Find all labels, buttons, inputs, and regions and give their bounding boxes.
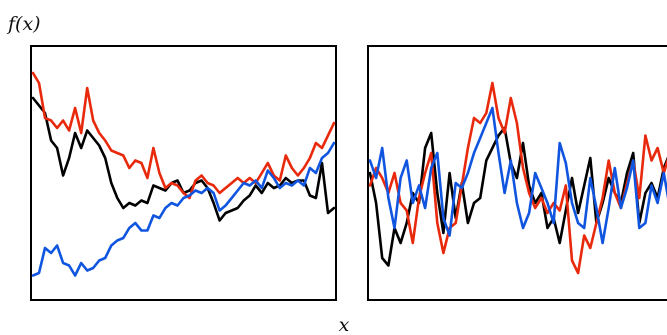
left-series-layer bbox=[31, 71, 336, 277]
right-series-line-red bbox=[368, 81, 667, 275]
right-chart-panel bbox=[367, 45, 667, 301]
right-series-layer bbox=[368, 81, 667, 275]
left-series-line-red bbox=[31, 71, 336, 200]
y-axis-label: f(x) bbox=[6, 13, 41, 35]
x-axis-label: x bbox=[339, 314, 350, 335]
left-series-line-blue bbox=[31, 141, 336, 277]
left-plot-frame bbox=[30, 45, 337, 301]
left-chart-panel bbox=[30, 45, 337, 301]
right-series-line-blue bbox=[368, 106, 667, 245]
right-plot-frame bbox=[367, 45, 667, 301]
